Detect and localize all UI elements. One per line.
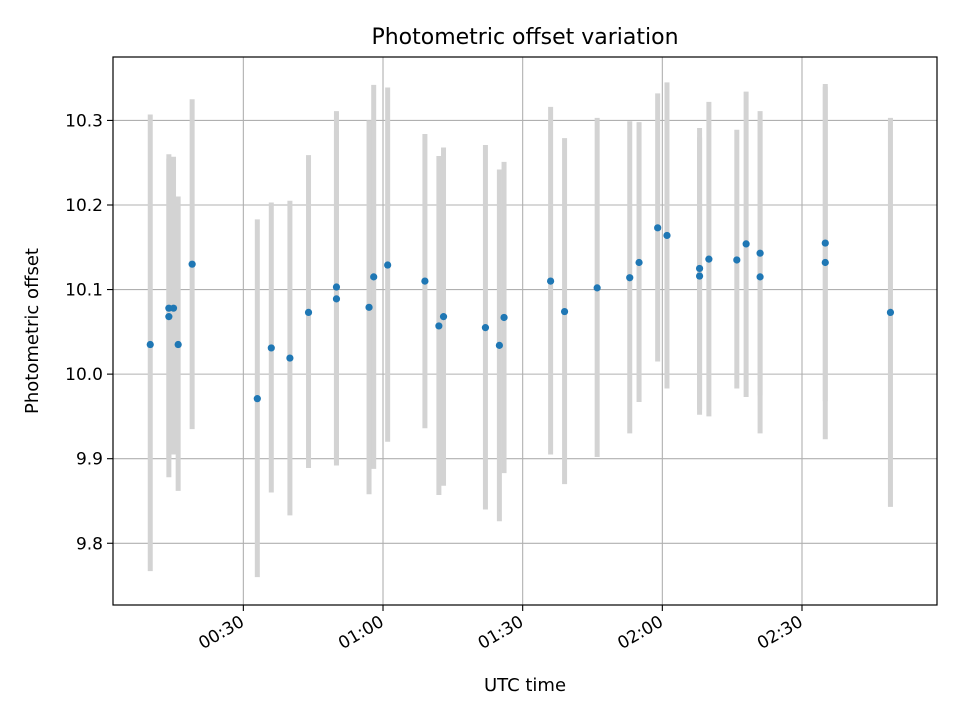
y-tick-label: 9.9 (76, 450, 103, 470)
x-axis-label: UTC time (484, 675, 566, 696)
y-tick-label: 10.1 (65, 281, 103, 301)
y-axis-ticks: 9.8 9.9 10.0 10.1 10.2 10.3 (65, 111, 113, 554)
data-point (332, 283, 341, 291)
y-axis-label: Photometric offset (22, 248, 43, 414)
data-point (695, 272, 704, 280)
data-point (365, 303, 373, 311)
data-point (439, 313, 448, 321)
data-point (421, 277, 429, 285)
y-tick-label: 10.2 (65, 196, 103, 216)
data-point (654, 224, 662, 232)
data-point (635, 258, 643, 267)
data-point (481, 324, 490, 332)
data-point (332, 295, 341, 303)
data-point (695, 264, 704, 273)
plot-frame (112, 56, 938, 606)
data-point (267, 344, 275, 352)
data-point (286, 354, 294, 362)
data-point (547, 277, 555, 285)
data-points (146, 224, 895, 403)
data-point (733, 256, 741, 264)
data-point (756, 273, 764, 281)
data-point (146, 340, 154, 349)
data-point (304, 308, 313, 316)
data-point (165, 313, 173, 321)
data-point (663, 231, 671, 240)
x-tick-label: 02:00 (614, 612, 666, 654)
x-tick-label: 02:30 (754, 612, 806, 654)
data-point (384, 261, 392, 269)
x-tick-label: 01:00 (335, 612, 387, 654)
data-point (756, 249, 764, 257)
data-point (626, 274, 634, 282)
data-point (705, 255, 713, 263)
data-point (435, 322, 443, 330)
data-point (253, 395, 261, 403)
data-point (169, 304, 178, 312)
data-point (742, 240, 750, 248)
y-tick-label: 10.3 (65, 111, 103, 131)
chart-title: Photometric offset variation (371, 25, 678, 50)
data-point (174, 340, 182, 349)
data-point (886, 308, 895, 316)
x-tick-label: 00:30 (195, 612, 247, 654)
data-point (500, 313, 508, 322)
data-point (370, 273, 378, 281)
data-point (593, 284, 601, 292)
error-bars (147, 82, 893, 578)
x-axis-ticks: 00:30 01:00 01:30 02:00 02:30 (195, 605, 806, 654)
y-tick-label: 9.8 (76, 534, 103, 554)
data-point (560, 307, 569, 316)
data-point (821, 258, 829, 267)
data-point (821, 239, 829, 247)
y-tick-label: 10.0 (65, 365, 103, 385)
data-point (188, 260, 196, 268)
data-point (495, 341, 503, 349)
x-tick-label: 01:30 (475, 612, 527, 654)
grid (113, 57, 937, 605)
